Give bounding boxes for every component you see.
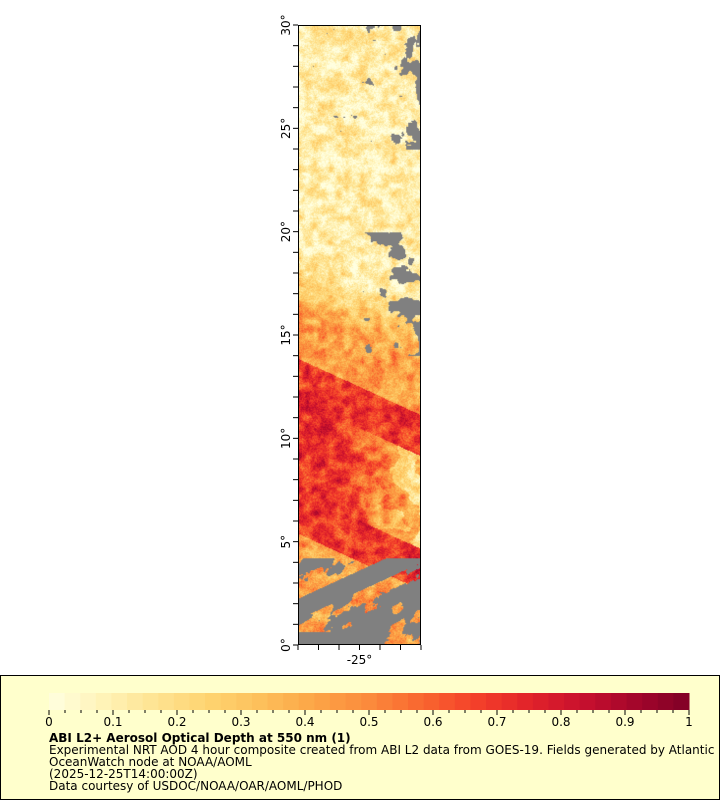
colorbar-tick-label: 0.6 [423, 715, 442, 729]
lat-tick-label: 15° [279, 324, 293, 345]
colorbar-swatch [127, 693, 144, 710]
colorbar-tick-label: 0.9 [615, 715, 634, 729]
colorbar-tick-label: 0.2 [167, 715, 186, 729]
colorbar-swatch [298, 693, 315, 710]
legend-title: ABI L2+ Aerosol Optical Depth at 550 nm … [49, 731, 351, 745]
colorbar: 0 0.1 0.2 0.3 0.4 0.5 0.6 0.7 0.8 0.9 1 [45, 693, 693, 729]
colorbar-swatch [361, 693, 378, 710]
colorbar-swatch [470, 693, 487, 710]
colorbar-swatch [501, 693, 518, 710]
colorbar-tick-label: 0.4 [295, 715, 314, 729]
colorbar-swatch [392, 693, 409, 710]
legend-time: (2025-12-25T14:00:00Z) [49, 767, 198, 781]
legend-credit: Data courtesy of USDOC/NOAA/OAR/AOML/PHO… [49, 779, 343, 793]
colorbar-swatch [111, 693, 128, 710]
colorbar-swatch [314, 693, 331, 710]
legend-description-1: Experimental NRT AOD 4 hour composite cr… [49, 743, 715, 757]
lat-tick-label: 20° [279, 221, 293, 242]
colorbar-tick-label: 0.1 [103, 715, 122, 729]
colorbar-swatch [454, 693, 471, 710]
lon-tick-label: -25° [347, 653, 373, 667]
colorbar-swatch [626, 693, 643, 710]
colorbar-swatch [376, 693, 393, 710]
colorbar-swatch [610, 693, 628, 710]
colorbar-swatch [548, 693, 565, 710]
colorbar-swatch [95, 693, 112, 710]
colorbar-tick-label: 1 [685, 715, 693, 729]
colorbar-swatch [657, 693, 674, 710]
colorbar-swatch [189, 693, 206, 710]
lat-tick-label: 10° [279, 428, 293, 449]
colorbar-swatch [486, 693, 503, 710]
legend-panel: 0 0.1 0.2 0.3 0.4 0.5 0.6 0.7 0.8 0.9 1 ABI L2+ Ae… [0, 675, 720, 800]
colorbar-swatch [517, 693, 534, 710]
colorbar-swatch [408, 693, 425, 710]
colorbar-swatch [345, 693, 362, 710]
colorbar-swatch [80, 693, 97, 710]
map-axes: 0° 5° 10° 15° 20° 25° 30° -25° [279, 14, 422, 667]
colorbar-swatch [236, 693, 253, 710]
colorbar-swatch [251, 693, 269, 710]
colorbar-swatch [142, 693, 159, 710]
lat-tick-label: 25° [279, 118, 293, 139]
colorbar-swatch [564, 693, 581, 710]
colorbar-swatch [49, 693, 66, 710]
colorbar-swatch [329, 693, 347, 710]
colorbar-tick-label: 0.5 [359, 715, 378, 729]
aod-map[interactable] [298, 25, 421, 645]
colorbar-swatch [205, 693, 222, 710]
colorbar-swatch [673, 693, 690, 710]
colorbar-swatch [532, 693, 550, 710]
colorbar-swatch [64, 693, 81, 710]
colorbar-swatch [642, 693, 659, 710]
colorbar-tick-label: 0.7 [487, 715, 506, 729]
colorbar-tick-label: 0.3 [231, 715, 250, 729]
colorbar-tick-label: 0.8 [551, 715, 570, 729]
colorbar-swatch [158, 693, 175, 710]
legend-description-2: OceanWatch node at NOAA/AOML [49, 755, 252, 769]
colorbar-swatch [423, 693, 440, 710]
colorbar-swatch [283, 693, 300, 710]
colorbar-swatch [595, 693, 612, 710]
colorbar-swatch [579, 693, 596, 710]
colorbar-swatch [173, 693, 190, 710]
colorbar-tick-label: 0 [45, 715, 53, 729]
lat-tick-label: 0° [279, 638, 293, 652]
colorbar-swatch [220, 693, 237, 710]
colorbar-swatch [267, 693, 284, 710]
aod-field [299, 26, 420, 644]
colorbar-swatch [439, 693, 456, 710]
lat-tick-label: 30° [279, 14, 293, 35]
lat-tick-label: 5° [279, 535, 293, 549]
